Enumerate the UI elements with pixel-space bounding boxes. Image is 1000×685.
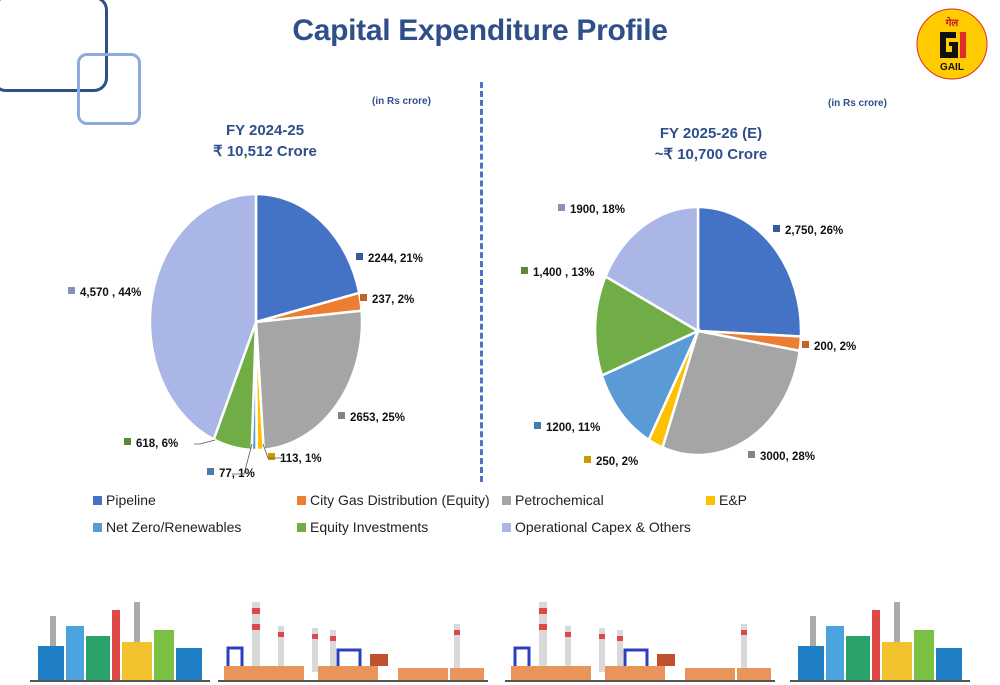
data-label-swatch: [356, 253, 363, 260]
legend-swatch: [706, 495, 715, 505]
data-label-swatch: [360, 294, 367, 301]
industrial-illustration-colorful-left: [30, 602, 210, 682]
data-label-fy2025-26-1: 200, 2%: [802, 341, 856, 353]
decorative-frame-light: [77, 53, 141, 125]
legend-item-equity: Equity Investments: [297, 519, 428, 535]
industrial-illustration-colorful-right: [790, 602, 970, 682]
data-label-swatch: [521, 267, 528, 274]
leader-line-2: [194, 439, 216, 445]
data-label-fy2025-26-4: 1200, 11%: [534, 422, 600, 434]
pie-charts: 2244, 21% 237, 2% 2653, 25% 113, 1% 77, 1% 61…: [68, 192, 856, 480]
right-fy-label: FY 2025-26 (E): [659, 125, 763, 142]
legend-swatch: [502, 522, 511, 532]
data-label-swatch: [68, 287, 75, 294]
data-label-fy2025-26-6: 1900, 18%: [558, 204, 625, 216]
leader-line-0: [262, 443, 282, 459]
leader-line-1: [232, 443, 253, 475]
legend-item-petrochemical: Petrochemical: [502, 492, 604, 508]
data-label-text: 618, 6%: [136, 438, 178, 450]
right-total-label: ~₹ 10,700 Crore: [654, 146, 768, 163]
data-label-swatch: [338, 412, 345, 419]
data-label-swatch: [748, 451, 755, 458]
legend-swatch: [297, 495, 306, 505]
legend-swatch: [297, 522, 306, 532]
data-label-fy2024-25-6: 4,570 , 44%: [68, 287, 141, 299]
logo-hindi-text: गेल: [945, 16, 960, 29]
data-label-swatch: [773, 225, 780, 232]
pie-slice-fy2024-25-2: [254, 309, 364, 452]
left-fy-label: FY 2024-25: [225, 122, 305, 139]
industrial-illustration-plant-right: [505, 602, 775, 682]
industrial-illustration-plant-left: [218, 602, 488, 682]
left-unit-note: (in Rs crore): [372, 96, 431, 107]
data-label-text: 113, 1%: [280, 453, 322, 465]
pie-slice-fy2025-26-4: [600, 328, 701, 442]
decorative-frame-dark: [0, 0, 108, 92]
data-label-swatch: [268, 453, 275, 460]
legend-item-ep: E&P: [706, 492, 747, 508]
data-label-swatch: [534, 422, 541, 429]
data-label-fy2025-26-5: 1,400 , 13%: [521, 267, 594, 279]
data-label-fy2024-25-4: 77, 1%: [207, 468, 255, 480]
data-label-swatch: [802, 341, 809, 348]
legend-swatch: [502, 495, 511, 505]
data-label-swatch: [207, 468, 214, 475]
data-label-text: 2653, 25%: [350, 412, 405, 424]
legend-item-pipeline: Pipeline: [93, 492, 156, 508]
right-unit-note: (in Rs crore): [828, 98, 887, 109]
data-label-fy2025-26-0: 2,750, 26%: [773, 225, 843, 237]
data-label-text: 250, 2%: [596, 456, 638, 468]
legend-item-net-zero: Net Zero/Renewables: [93, 519, 241, 535]
data-label-text: 237, 2%: [372, 294, 414, 306]
legend-swatch: [93, 522, 102, 532]
pie-slice-fy2025-26-6: [603, 205, 700, 334]
data-label-swatch: [558, 204, 565, 211]
pie-slice-fy2025-26-0: [696, 205, 803, 338]
data-label-fy2025-26-2: 3000, 28%: [748, 451, 815, 463]
data-label-text: 1200, 11%: [546, 422, 600, 434]
legend-swatch: [93, 495, 102, 505]
legend-item-cgd: City Gas Distribution (Equity): [297, 492, 490, 508]
data-label-fy2024-25-2: 2653, 25%: [338, 412, 405, 424]
right-chart-heading: FY 2025-26 (E) ~₹ 10,700 Crore: [626, 123, 796, 165]
data-label-swatch: [124, 438, 131, 445]
chart-divider: [480, 82, 483, 482]
data-label-text: 2,750, 26%: [785, 225, 843, 237]
gail-logo: गेल GAIL: [916, 8, 988, 80]
data-label-text: 1,400 , 13%: [533, 267, 594, 279]
data-label-text: 200, 2%: [814, 341, 856, 353]
pie-slice-fy2025-26-5: [593, 274, 701, 378]
data-label-text: 4,570 , 44%: [80, 287, 141, 299]
data-label-fy2024-25-1: 237, 2%: [360, 294, 414, 306]
data-label-fy2025-26-3: 250, 2%: [584, 456, 638, 468]
slide-title: Capital Expenditure Profile: [292, 14, 668, 47]
legend-item-opex: Operational Capex & Others: [502, 519, 691, 535]
pie-slice-fy2024-25-0: [254, 192, 361, 324]
pie-slice-fy2025-26-2: [660, 329, 802, 457]
data-label-fy2024-25-5: 618, 6%: [124, 438, 178, 450]
logo-text: GAIL: [940, 62, 964, 73]
data-label-swatch: [584, 456, 591, 463]
data-label-fy2024-25-3: 113, 1%: [268, 453, 322, 465]
pie-slice-fy2024-25-6: [148, 192, 258, 442]
data-label-text: 3000, 28%: [760, 451, 815, 463]
data-label-text: 2244, 21%: [368, 253, 423, 265]
left-total-label: ₹ 10,512 Crore: [213, 143, 317, 160]
data-label-fy2024-25-0: 2244, 21%: [356, 253, 423, 265]
left-chart-heading: FY 2024-25 ₹ 10,512 Crore: [180, 120, 350, 162]
data-label-text: 1900, 18%: [570, 204, 625, 216]
